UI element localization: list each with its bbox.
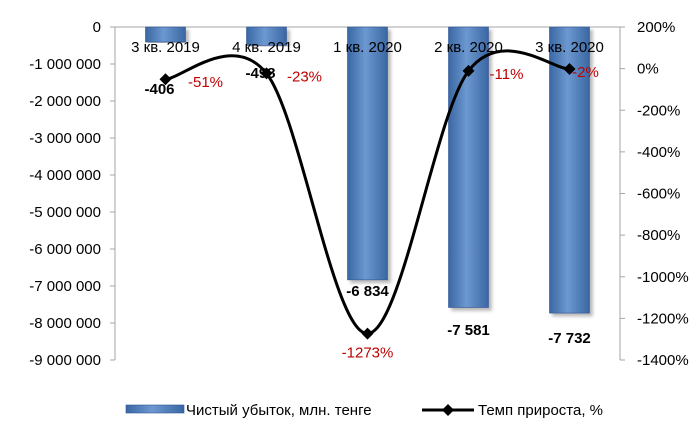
right-tick-label: -1200% <box>637 310 689 327</box>
category-label: 4 кв. 2019 <box>232 39 301 56</box>
right-tick-label: -800% <box>637 227 680 244</box>
category-label: 3 кв. 2019 <box>131 39 200 56</box>
bar <box>246 26 287 46</box>
growth-rate-label: -51% <box>188 74 223 91</box>
right-tick-label: -400% <box>637 144 680 161</box>
category-label: 2 кв. 2020 <box>434 39 503 56</box>
growth-rate-marker <box>260 67 273 80</box>
bar-value-label: -7 732 <box>548 330 591 347</box>
right-tick-label: -600% <box>637 186 680 203</box>
right-tick-label: 0% <box>637 61 659 78</box>
left-tick-label: -7 000 000 <box>29 278 101 295</box>
data-label-layer: -406 -498 -6 834 -7 581 -7 732 -51% -23% -1273%… <box>144 64 598 362</box>
bar-value-label: -7 581 <box>447 322 490 339</box>
growth-rate-label: -1273% <box>342 345 394 362</box>
axis-layer: 0 -1 000 000 -2 000 000 -3 000 000 -4 000 00… <box>29 19 688 369</box>
growth-rate-marker <box>563 63 576 76</box>
left-tick-label: -2 000 000 <box>29 93 101 110</box>
left-tick-label: -4 000 000 <box>29 167 101 184</box>
left-tick-label: -5 000 000 <box>29 204 101 221</box>
bar-value-label: -406 <box>144 81 174 98</box>
left-tick-label: -8 000 000 <box>29 315 101 332</box>
left-tick-label: 0 <box>93 19 101 36</box>
legend: Чистый убыток, млн. тенге Темп прироста, … <box>125 402 603 419</box>
legend-line-label: Темп прироста, % <box>478 402 603 419</box>
category-label: 3 кв. 2020 <box>535 39 604 56</box>
bar <box>347 26 388 281</box>
growth-rate-label: -11% <box>490 66 524 83</box>
growth-rate-marker <box>361 327 374 340</box>
growth-rate-marker <box>159 73 172 86</box>
right-tick-label: 200% <box>637 19 675 36</box>
growth-rate-label: -23% <box>287 68 322 85</box>
legend-bar-label: Чистый убыток, млн. тенге <box>186 402 372 419</box>
left-tick-label: -9 000 000 <box>29 352 101 369</box>
left-tick-label: -3 000 000 <box>29 130 101 147</box>
growth-rate-label: -2% <box>572 64 599 81</box>
left-tick-label: -6 000 000 <box>29 241 101 258</box>
legend-line-marker <box>442 404 454 416</box>
bar <box>145 26 186 43</box>
legend-bar-swatch <box>125 404 185 414</box>
line-layer <box>159 49 576 340</box>
right-tick-label: -1000% <box>637 269 689 286</box>
category-labels: 3 кв. 2019 4 кв. 2019 1 кв. 2020 2 кв. 2020… <box>131 39 604 56</box>
category-label: 1 кв. 2020 <box>333 39 402 56</box>
bar-value-label: -498 <box>245 65 275 82</box>
left-tick-label: -1 000 000 <box>29 56 101 73</box>
bar-value-label: -6 834 <box>346 283 389 300</box>
right-tick-label: -200% <box>637 102 680 119</box>
right-tick-label: -1400% <box>637 352 689 369</box>
growth-rate-marker <box>462 64 475 77</box>
